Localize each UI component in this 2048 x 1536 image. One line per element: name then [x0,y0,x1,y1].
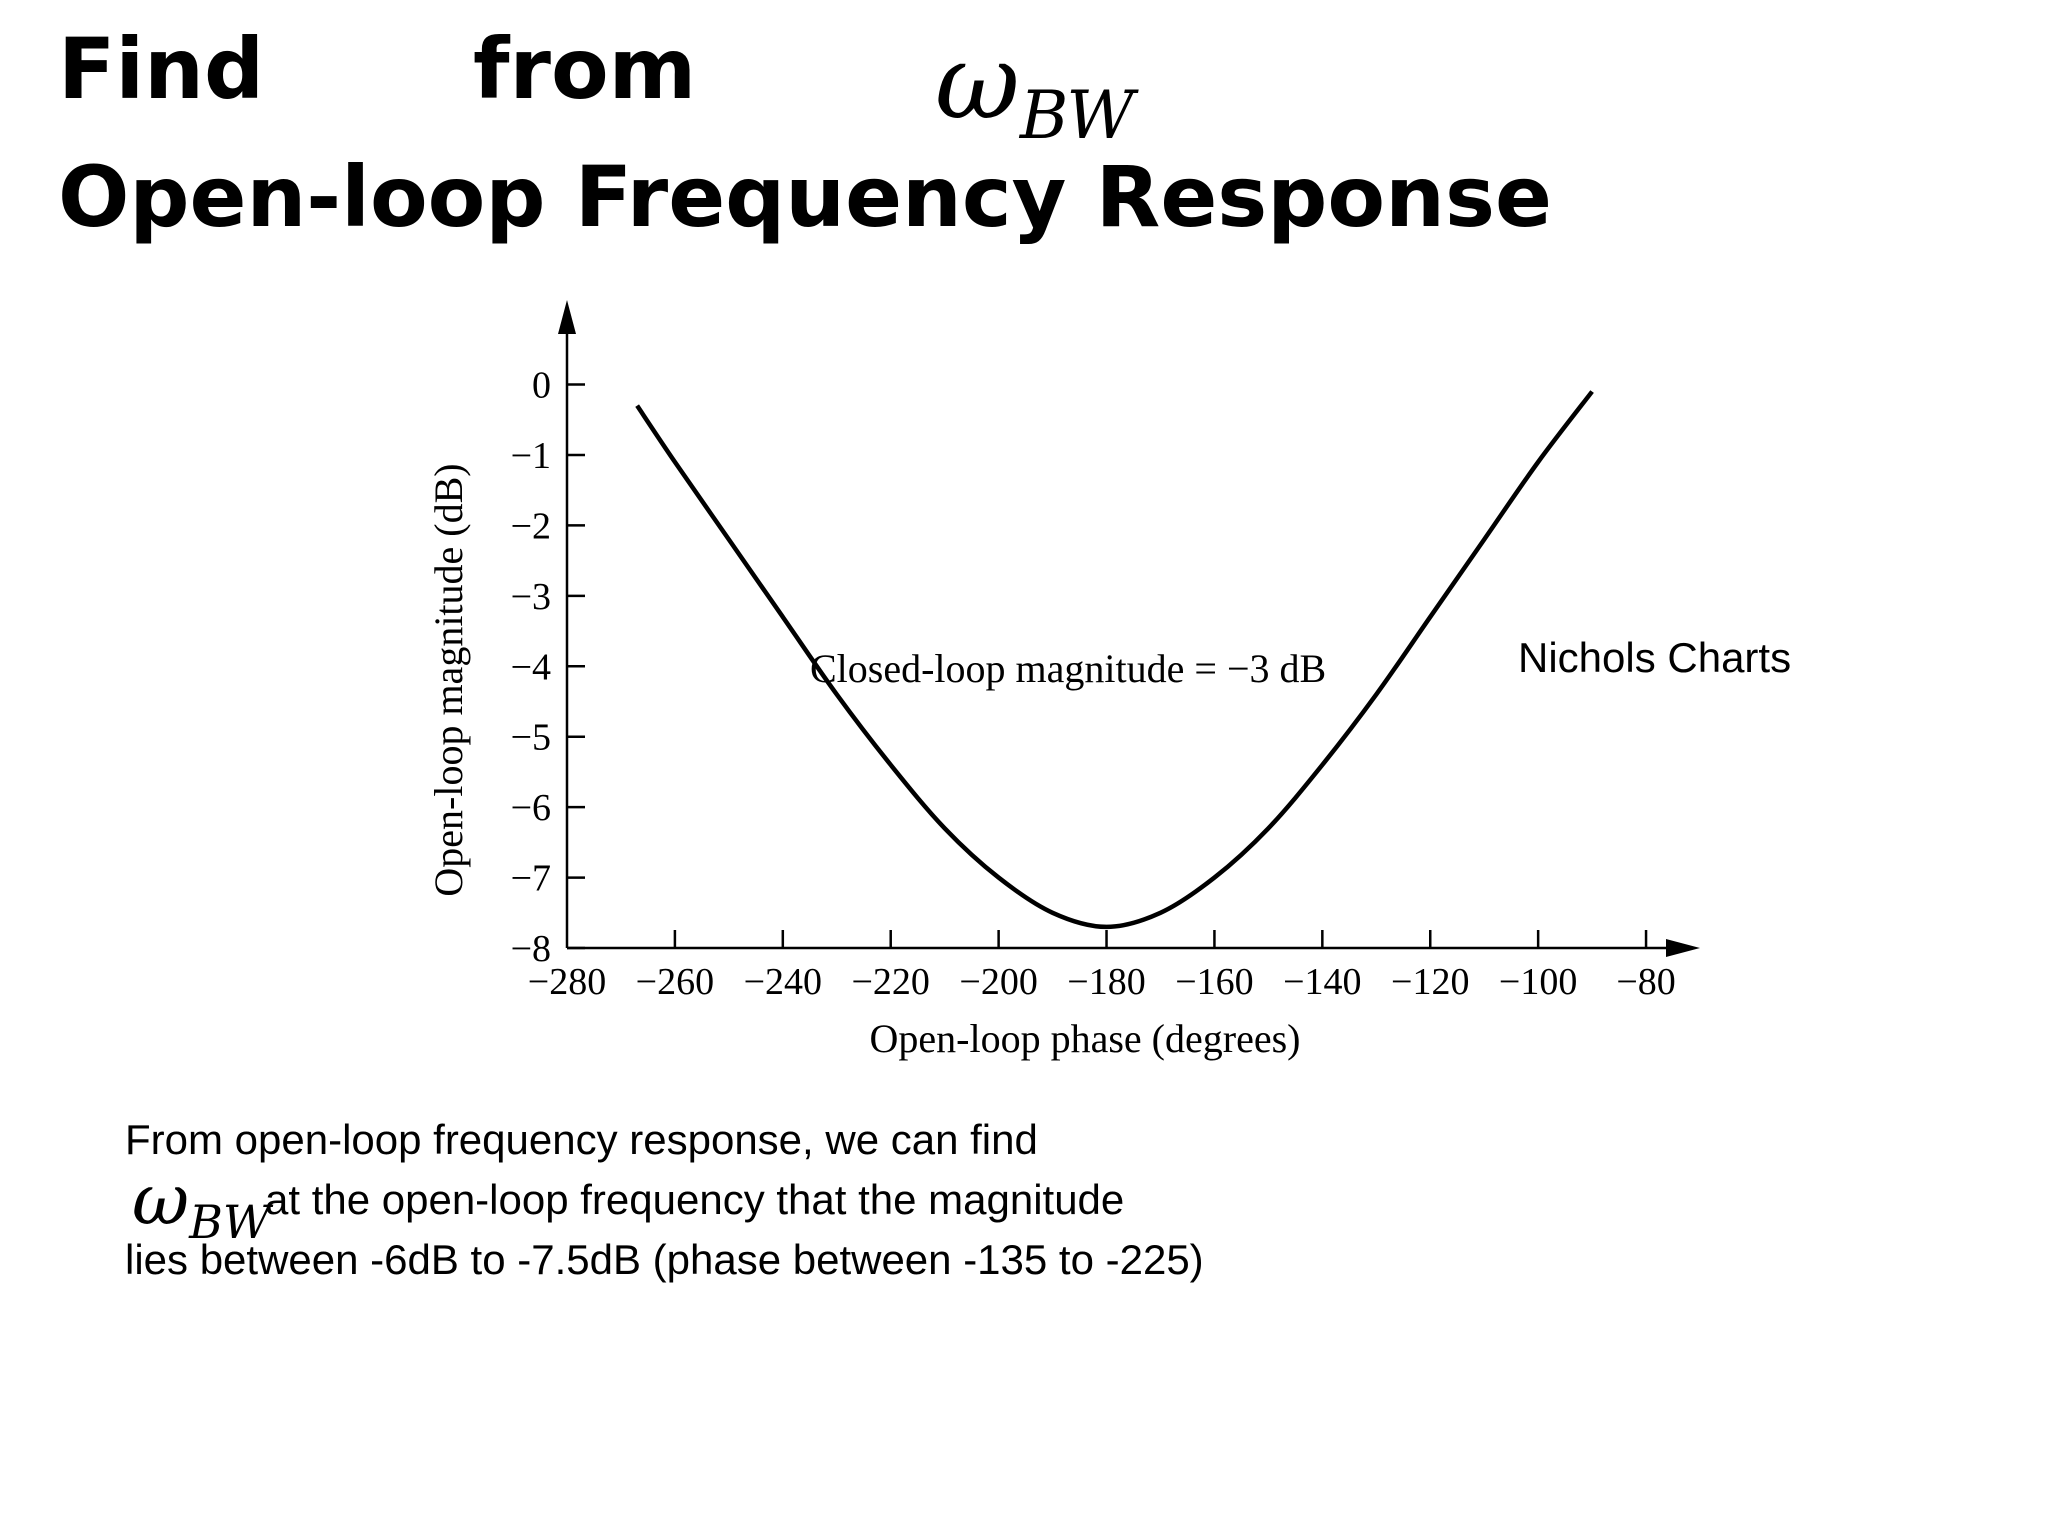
x-tick-label: −240 [744,961,822,1003]
x-tick-label: −80 [1616,961,1675,1003]
title-omega-bw-symbol: ωBW [935,30,1134,149]
y-tick-label: −6 [511,787,551,829]
y-axis-label: Open-loop magnitude (dB) [426,463,471,896]
body-text: From open-loop frequency response, we ca… [125,1110,1204,1290]
slide-title-line1: Find from [58,20,1358,120]
closed-loop-minus-3db-contour [635,390,1594,930]
x-tick-label: −260 [636,961,714,1003]
title-word-find: Find [58,20,265,118]
x-tick-label: −140 [1283,961,1361,1003]
nichols-charts-label: Nichols Charts [1518,634,1792,681]
body-line-1: From open-loop frequency response, we ca… [125,1116,1038,1163]
y-tick-label: −7 [511,858,551,900]
x-tick-label: −120 [1391,961,1469,1003]
y-ticks: 0 −1 −2 −3 −4 −5 −6 −7 −8 [511,365,585,970]
chart-annotation: Closed-loop magnitude = −3 dB [810,646,1326,691]
body-omega-bw-symbol: ωBW [132,1165,270,1245]
y-tick-label: −3 [511,576,551,618]
x-axis-arrowhead [1666,939,1700,957]
y-axis-arrowhead [558,300,576,334]
body-omega-subscript: BW [189,1195,271,1249]
y-tick-label: −5 [511,717,551,759]
y-tick-label: −8 [511,928,551,970]
x-tick-label: −180 [1067,961,1145,1003]
x-ticks: −280 −260 −240 −220 −200 −180 −160 −140 −120 −100… [528,930,1676,1003]
slide-title-line2: Open-loop Frequency Response [58,148,1552,246]
x-tick-label: −100 [1499,961,1577,1003]
body-omega-glyph: ω [132,1159,190,1241]
title-omega-subscript: BW [1019,77,1134,154]
y-tick-label: −2 [511,505,551,547]
title-word-from: from [473,20,697,118]
y-tick-label: −4 [511,646,551,688]
x-axis-label: Open-loop phase (degrees) [870,1016,1301,1061]
body-line-3: lies between -6dB to -7.5dB (phase betwe… [125,1236,1204,1283]
x-tick-label: −160 [1175,961,1253,1003]
title-omega-glyph: ω [935,21,1020,143]
x-tick-label: −220 [851,961,929,1003]
nichols-chart: 0 −1 −2 −3 −4 −5 −6 −7 −8 −280 −260 −240 −220 −200 −1… [426,300,1700,1061]
y-tick-label: −1 [511,435,551,477]
x-tick-label: −280 [528,961,606,1003]
x-tick-label: −200 [959,961,1037,1003]
y-tick-label: 0 [532,365,551,407]
body-line-2: at the open-loop frequency that the magn… [265,1176,1125,1223]
